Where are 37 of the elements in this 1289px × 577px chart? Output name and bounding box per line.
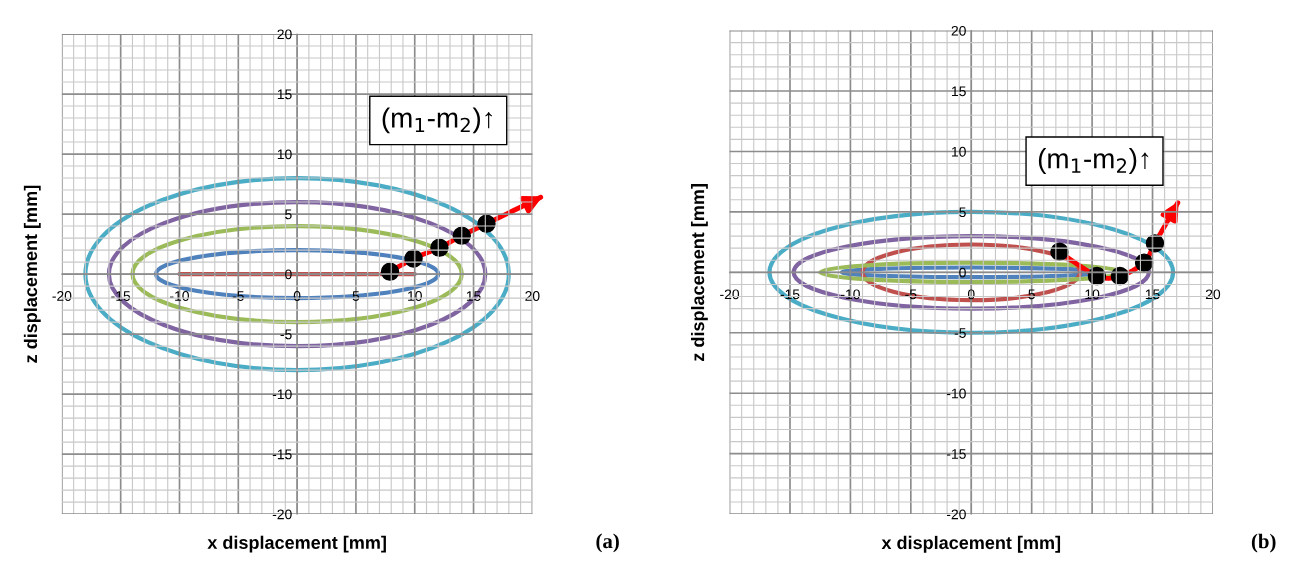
x-tick-label: 5 [352, 291, 360, 301]
x-tick-label: -5 [905, 289, 917, 300]
x-tick-label: 15 [466, 291, 481, 301]
y-axis-title: z displacement [mm] [690, 184, 708, 361]
x-tick-label: 10 [408, 291, 422, 301]
y-tick-label: 15 [952, 86, 966, 97]
y-tick-label: -10 [946, 388, 966, 399]
y-tick-label: 5 [285, 209, 292, 220]
x-tick-label: -5 [232, 291, 244, 301]
x-tick-label: -10 [170, 291, 189, 301]
y-tick-label: 10 [952, 146, 966, 157]
text: (a) [596, 533, 619, 553]
y-tick-label: -15 [272, 449, 292, 460]
y-tick-label: -10 [272, 389, 292, 400]
x-axis-title: x displacement [mm] [881, 535, 1061, 553]
y-tick-label: 15 [277, 89, 292, 100]
y-tick-label: -15 [946, 449, 966, 459]
x-tick-label: -15 [780, 289, 800, 300]
y-tick-label: 20 [951, 25, 966, 36]
x-axis-title: x displacement [mm] [207, 535, 386, 553]
x-tick-label: -15 [111, 291, 131, 301]
y-tick-label: -20 [946, 509, 966, 520]
x-tick-label: 20 [1205, 289, 1221, 300]
x-tick-label: 0 [293, 291, 301, 301]
y-tick-label: 20 [277, 29, 292, 40]
annotation: (m$_{1}$-m$_{2}$)↑ [1038, 148, 1149, 174]
y-tick-label: -20 [272, 509, 292, 520]
y-tick-label: 10 [277, 149, 292, 160]
y-axis-title: z displacement [mm] [23, 185, 41, 363]
x-tick-label: 20 [525, 291, 540, 301]
annotation: (m$_{1}$-m$_{2}$)↑ [382, 107, 492, 134]
x-tick-label: -20 [52, 291, 72, 301]
y-tick-label: -5 [280, 329, 292, 340]
x-tick-label: 5 [1028, 289, 1035, 300]
text: (b) [1251, 533, 1276, 553]
y-tick-label: 0 [285, 269, 292, 280]
x-tick-label: -20 [720, 289, 740, 300]
